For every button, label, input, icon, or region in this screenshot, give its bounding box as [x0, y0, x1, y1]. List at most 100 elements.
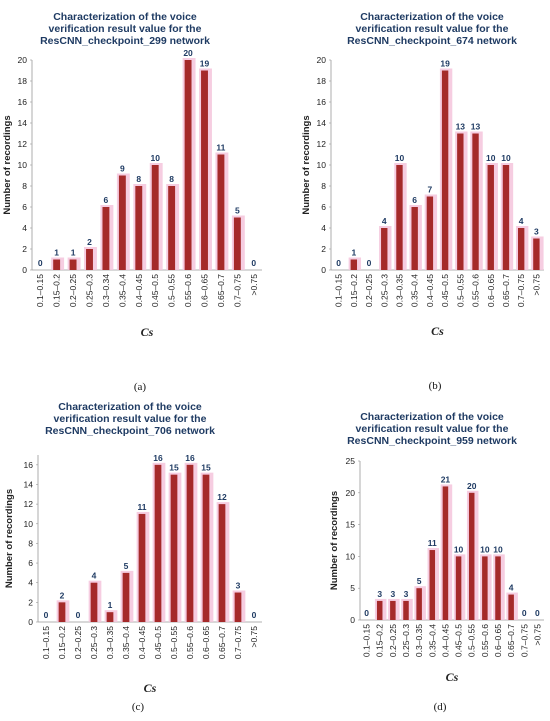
bar: [122, 572, 130, 622]
x-tick-label: 0.4–0.45: [425, 274, 435, 307]
data-label: 4: [519, 216, 524, 226]
y-tick-label: 4: [321, 223, 326, 233]
y-tick-label: 2: [28, 597, 33, 607]
y-tick-label: 10: [24, 519, 34, 529]
x-tick-label: 0.7–0.75: [516, 274, 526, 307]
bar: [201, 70, 208, 270]
x-axis-label: Cs: [141, 325, 154, 339]
chart-panel-d: Characterization of the voiceverificatio…: [329, 411, 544, 713]
bar: [69, 259, 77, 270]
bar: [170, 474, 178, 622]
chart-title-line: ResCNN_checkpoint_299 network: [40, 35, 210, 47]
data-label: 1: [71, 248, 76, 258]
x-tick-label: 0.5–0.55: [467, 624, 477, 657]
x-tick-label: 0.55–0.6: [183, 274, 193, 307]
data-label: 9: [120, 164, 125, 174]
data-label: 11: [138, 502, 147, 512]
bar: [442, 486, 449, 620]
x-tick-label: 0.6–0.65: [200, 274, 210, 307]
x-tick-label: 0.7–0.75: [232, 274, 242, 307]
bar: [135, 186, 143, 270]
data-label: 0: [44, 610, 49, 620]
y-tick-label: 16: [18, 97, 28, 107]
bar: [411, 207, 418, 270]
x-tick-label: 0.6–0.65: [486, 274, 496, 307]
bar: [533, 238, 540, 270]
bar: [233, 217, 241, 270]
x-tick-label: 0.7–0.75: [233, 626, 243, 659]
x-tick-label: 0.25–0.3: [89, 626, 99, 659]
bar: [508, 594, 514, 620]
bar: [154, 464, 162, 622]
bar: [495, 556, 501, 620]
data-label: 21: [441, 474, 451, 484]
chart-title-line: verification result value for the: [49, 23, 202, 35]
x-tick-label: 0.35–0.4: [427, 624, 437, 657]
data-label: 3: [390, 589, 395, 599]
bar: [468, 492, 475, 620]
data-label: 10: [480, 544, 490, 554]
data-label: 12: [217, 492, 227, 502]
x-axis-label: Cs: [431, 324, 444, 338]
x-tick-label: 0.65–0.7: [217, 626, 227, 659]
data-label: 3: [377, 589, 382, 599]
data-label: 0: [364, 608, 369, 618]
bar: [482, 556, 488, 620]
y-tick-label: 8: [321, 181, 326, 191]
panel-caption: (c): [132, 701, 145, 713]
bar: [350, 259, 358, 270]
y-tick-label: 14: [24, 479, 34, 489]
data-label: 5: [124, 561, 129, 571]
y-axis-label: Number of recordings: [4, 489, 15, 588]
x-tick-label: 0.35–0.4: [117, 274, 127, 307]
x-tick-label: 0.2–0.25: [73, 626, 83, 659]
y-tick-label: 14: [18, 118, 28, 128]
x-tick-label: 0.15–0.2: [57, 626, 67, 659]
bar: [429, 550, 436, 620]
data-label: 7: [428, 185, 433, 195]
x-tick-label: 0.35–0.4: [410, 274, 420, 307]
x-tick-label: 0.4–0.45: [137, 626, 147, 659]
bar: [186, 464, 194, 622]
data-label: 0: [252, 610, 257, 620]
x-axis-label: Cs: [144, 681, 157, 695]
bar: [90, 582, 98, 622]
data-label: 10: [501, 153, 511, 163]
bar: [390, 600, 396, 620]
x-tick-label: 0.3–0.35: [105, 626, 115, 659]
data-label: 4: [92, 571, 97, 581]
x-tick-label: 0.45–0.5: [454, 624, 464, 657]
data-label: 0: [336, 258, 341, 268]
x-tick-label: 0.15–0.2: [349, 274, 359, 307]
data-label: 1: [351, 248, 356, 258]
x-tick-label: 0.15–0.2: [52, 274, 62, 307]
data-label: 1: [108, 600, 113, 610]
y-tick-label: 0: [28, 617, 33, 627]
chart-title-line: ResCNN_checkpoint_959 network: [347, 435, 517, 447]
data-label: 0: [522, 608, 527, 618]
y-tick-label: 0: [22, 265, 27, 275]
data-label: 10: [150, 153, 160, 163]
bar: [218, 504, 226, 622]
y-tick-label: 4: [28, 578, 33, 588]
data-label: 11: [216, 143, 225, 153]
data-label: 0: [535, 608, 540, 618]
data-label: 11: [428, 538, 437, 548]
x-tick-label: 0.5–0.55: [169, 626, 179, 659]
data-label: 3: [236, 581, 241, 591]
data-label: 16: [153, 453, 163, 463]
y-tick-label: 20: [317, 55, 327, 65]
x-tick-label: 0.25–0.3: [379, 274, 389, 307]
x-axis-label: Cs: [446, 670, 459, 684]
data-label: 2: [60, 590, 65, 600]
data-label: 13: [456, 122, 466, 132]
data-label: 19: [440, 59, 450, 69]
data-label: 3: [404, 589, 409, 599]
x-tick-label: 0.3–0.35: [414, 624, 424, 657]
x-tick-label: 0.25–0.3: [85, 274, 95, 307]
y-tick-label: 10: [18, 160, 28, 170]
bar: [487, 165, 494, 270]
data-label: 2: [87, 237, 92, 247]
x-tick-label: 0.2–0.25: [388, 624, 398, 657]
